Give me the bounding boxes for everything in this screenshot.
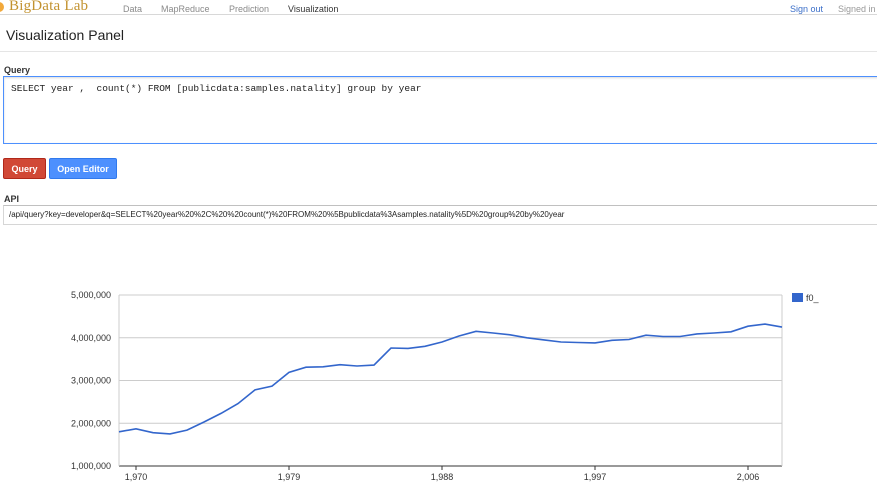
nav-item-data[interactable]: Data — [123, 4, 143, 14]
x-tick-label: 1,970 — [125, 472, 148, 482]
x-tick-label: 1,988 — [431, 472, 454, 482]
divider — [0, 51, 877, 52]
legend-label: f0_ — [806, 293, 820, 303]
nav-item-visualization[interactable]: Visualization — [288, 4, 339, 14]
y-tick-label: 3,000,000 — [71, 376, 111, 386]
x-tick-label: 1,997 — [584, 472, 607, 482]
line-chart: 1,000,000 2,000,000 3,000,000 4,000,000 5,00… — [71, 290, 820, 482]
query-text: SELECT year , count(*) FROM [publicdata:… — [11, 83, 422, 94]
x-tick-label: 2,006 — [737, 472, 760, 482]
signed-in-status: Signed in — [838, 4, 876, 14]
chart-legend: f0_ — [792, 293, 820, 303]
query-button[interactable]: Query — [3, 158, 46, 179]
nav-item-prediction[interactable]: Prediction — [229, 4, 270, 14]
sign-out-link[interactable]: Sign out — [790, 4, 824, 14]
x-tick-label: 1,979 — [278, 472, 301, 482]
legend-swatch — [792, 293, 803, 302]
api-url-field[interactable]: /api/query?key=developer&q=SELECT%20year… — [3, 205, 877, 225]
brand-name: BigData Lab — [9, 0, 89, 14]
y-tick-label: 5,000,000 — [71, 290, 111, 300]
api-url-text: /api/query?key=developer&q=SELECT%20year… — [9, 210, 565, 219]
top-nav-bar: BigData Lab Data MapReduce Prediction Vi… — [0, 0, 877, 15]
brand-logo-icon — [0, 2, 4, 12]
y-tick-label: 4,000,000 — [71, 333, 111, 343]
y-tick-label: 1,000,000 — [71, 461, 111, 471]
query-label: Query — [4, 65, 31, 75]
nav-item-mapreduce[interactable]: MapReduce — [161, 4, 210, 14]
series-line-f0 — [118, 323, 783, 435]
api-label: API — [4, 194, 20, 204]
query-textarea[interactable]: SELECT year , count(*) FROM [publicdata:… — [3, 76, 877, 144]
open-editor-button[interactable]: Open Editor — [49, 158, 117, 179]
y-tick-label: 2,000,000 — [71, 418, 111, 428]
page-title: Visualization Panel — [6, 27, 125, 43]
